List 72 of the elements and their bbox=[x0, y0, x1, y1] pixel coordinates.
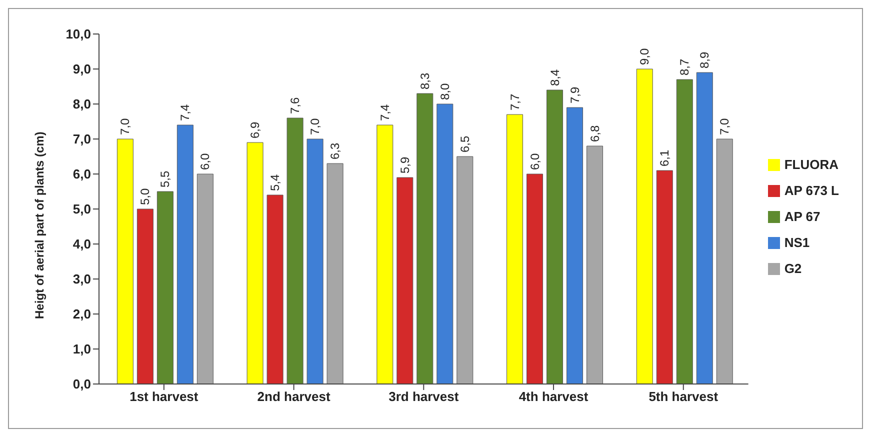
bar bbox=[436, 104, 454, 384]
bar bbox=[456, 156, 474, 384]
bar bbox=[306, 138, 324, 384]
legend-label: AP 67 bbox=[784, 208, 820, 224]
legend-label: NS1 bbox=[784, 234, 810, 250]
y-tick-label: 4,0 bbox=[72, 236, 91, 252]
x-tick-label: 4th harvest bbox=[518, 389, 589, 404]
bar bbox=[716, 138, 733, 384]
y-axis-title: Heigt of aerial part of plants (cm) bbox=[32, 132, 46, 319]
y-tick-label: 7,0 bbox=[72, 132, 91, 147]
bar bbox=[136, 208, 154, 384]
legend-label: G2 bbox=[784, 260, 802, 276]
data-label: 5,4 bbox=[268, 174, 282, 191]
y-tick-label: 10,0 bbox=[66, 26, 91, 42]
bar bbox=[156, 191, 174, 384]
x-tick-label: 3rd harvest bbox=[388, 389, 460, 404]
legend-label: AP 673 L bbox=[784, 182, 839, 198]
data-label: 7,0 bbox=[118, 118, 132, 135]
y-tick-label: 0,0 bbox=[72, 376, 91, 392]
y-tick-label: 8,0 bbox=[72, 96, 91, 112]
data-label: 5,9 bbox=[398, 156, 412, 174]
bar bbox=[676, 79, 693, 384]
bar bbox=[696, 72, 713, 384]
bar bbox=[566, 107, 584, 384]
bar bbox=[266, 194, 284, 384]
legend-label: FLUORA bbox=[784, 156, 838, 172]
bar bbox=[506, 114, 524, 384]
data-label: 6,1 bbox=[658, 149, 672, 166]
data-label: 7,4 bbox=[378, 104, 392, 121]
data-label: 6,0 bbox=[198, 152, 212, 170]
x-tick-label: 5th harvest bbox=[648, 389, 719, 404]
data-label: 7,4 bbox=[178, 104, 192, 121]
data-label: 8,9 bbox=[698, 51, 712, 68]
data-label: 8,0 bbox=[438, 82, 452, 100]
data-label: 6,8 bbox=[588, 124, 602, 142]
bar bbox=[246, 142, 264, 384]
bar bbox=[636, 68, 653, 384]
bar bbox=[116, 138, 134, 384]
bar bbox=[526, 174, 544, 384]
bar bbox=[176, 124, 194, 384]
bar bbox=[586, 146, 604, 384]
data-label: 6,0 bbox=[528, 152, 542, 170]
data-label: 8,3 bbox=[418, 72, 432, 90]
y-tick-label: 1,0 bbox=[72, 342, 91, 357]
bar bbox=[326, 163, 344, 384]
bar bbox=[546, 90, 564, 384]
data-label: 5,0 bbox=[138, 188, 152, 205]
x-tick-label: 2nd harvest bbox=[257, 389, 331, 404]
y-tick-label: 9,0 bbox=[72, 62, 91, 77]
data-label: 7,6 bbox=[288, 96, 302, 114]
data-label: 6,3 bbox=[328, 142, 342, 160]
bar bbox=[416, 93, 434, 384]
bar bbox=[396, 177, 414, 384]
data-label: 6,5 bbox=[458, 135, 472, 152]
y-tick-label: 6,0 bbox=[72, 166, 91, 182]
data-label: 7,0 bbox=[718, 118, 732, 135]
y-tick-label: 5,0 bbox=[72, 202, 91, 217]
data-label: 6,9 bbox=[248, 121, 262, 138]
y-tick-label: 2,0 bbox=[72, 306, 91, 322]
data-label: 9,0 bbox=[638, 48, 652, 65]
bar bbox=[376, 124, 394, 384]
data-label: 7,9 bbox=[568, 86, 582, 104]
data-label: 7,7 bbox=[508, 93, 522, 110]
y-tick-label: 3,0 bbox=[72, 272, 91, 287]
bar bbox=[286, 118, 304, 384]
bar bbox=[656, 170, 673, 384]
x-tick-label: 1st harvest bbox=[130, 389, 199, 404]
data-label: 7,0 bbox=[308, 118, 322, 135]
data-label: 5,5 bbox=[158, 170, 172, 188]
bar bbox=[196, 174, 214, 384]
data-label: 8,4 bbox=[548, 68, 562, 86]
data-label: 8,7 bbox=[678, 58, 692, 76]
